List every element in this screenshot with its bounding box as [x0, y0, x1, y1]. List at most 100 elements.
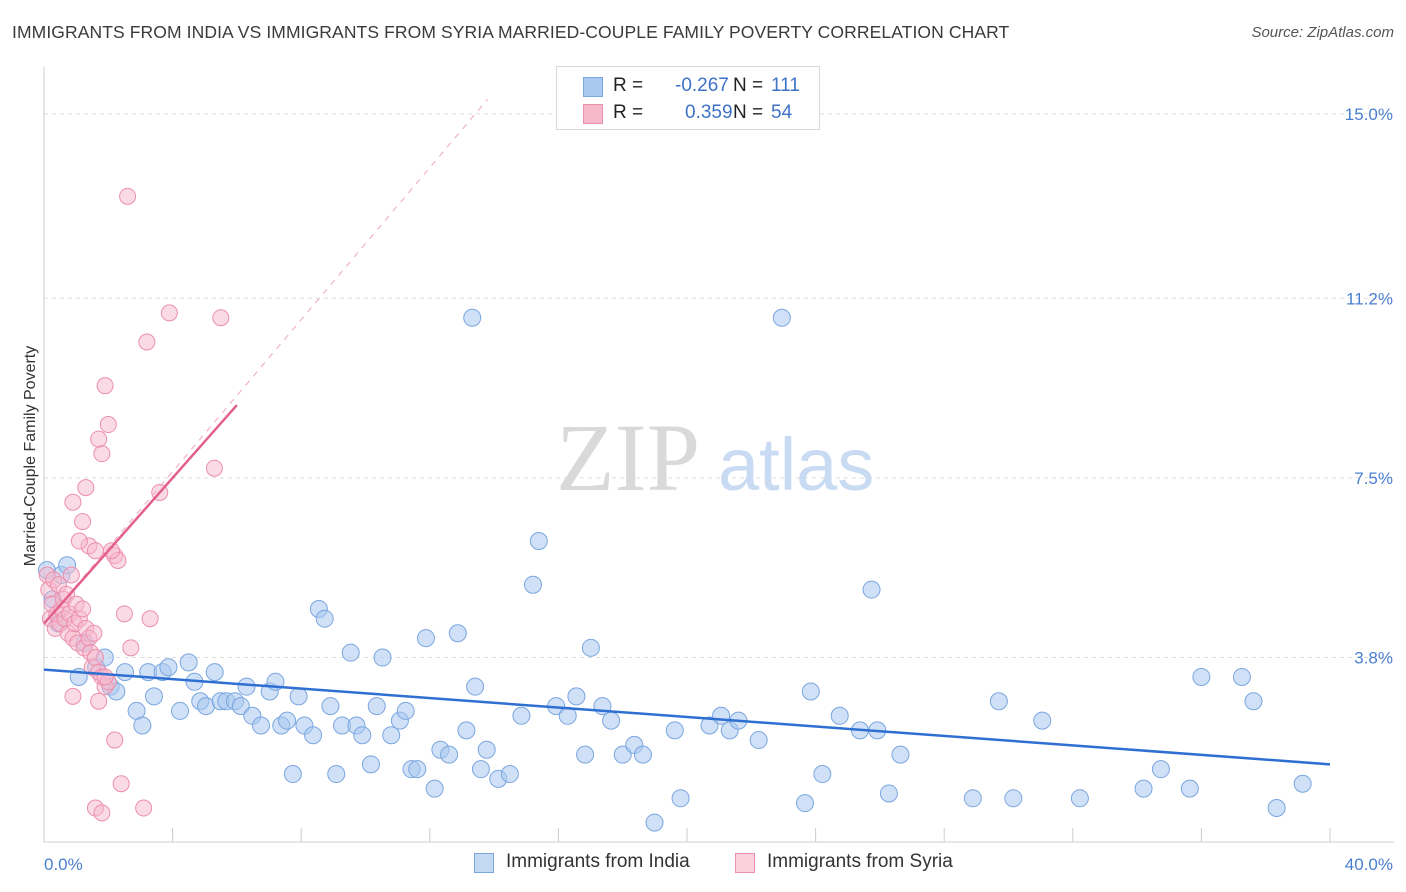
syria-r-label: R =: [613, 102, 644, 123]
india-point: [133, 716, 152, 735]
india-n-label: N =: [733, 75, 764, 96]
india-point: [231, 697, 250, 716]
india-point: [315, 609, 334, 628]
syria-point: [99, 416, 117, 434]
axes: [43, 67, 1394, 843]
india-point: [396, 701, 415, 720]
india-point: [283, 765, 302, 784]
india-point: [963, 789, 982, 808]
syria-n-value: 54: [771, 102, 793, 123]
bottom-india-label: Immigrants from India: [506, 851, 690, 872]
india-r-label: R =: [613, 75, 644, 96]
india-point: [1180, 779, 1199, 798]
syria-n-label: N =: [733, 102, 764, 123]
syria-point: [212, 309, 230, 327]
india-point: [1033, 711, 1052, 730]
india-point: [1267, 799, 1286, 818]
y-tick-label: 7.5%: [1354, 469, 1393, 488]
india-point: [327, 765, 346, 784]
india-point: [466, 677, 485, 696]
syria-point: [86, 649, 104, 667]
syria-point: [160, 304, 178, 322]
india-point: [440, 745, 459, 764]
chart-title: IMMIGRANTS FROM INDIA VS IMMIGRANTS FROM…: [12, 22, 1010, 42]
syria-points: [38, 187, 230, 822]
syria-point: [205, 459, 223, 477]
correlation-legend: R = -0.267 N = 111 R = 0.359 N = 54: [556, 66, 820, 130]
india-point: [341, 643, 360, 662]
syria-point: [115, 605, 133, 623]
x-tick-labels: 0.0% 40.0%: [44, 855, 1393, 874]
x-tick-label-min: 0.0%: [44, 855, 83, 874]
watermark: ZIP atlas: [556, 404, 874, 511]
x-tick-label-max: 40.0%: [1345, 855, 1393, 874]
india-point: [795, 794, 814, 813]
india-point: [581, 638, 600, 657]
india-point: [278, 711, 297, 730]
india-point: [1192, 667, 1211, 686]
india-point: [576, 745, 595, 764]
india-point: [1070, 789, 1089, 808]
syria-swatch: [583, 104, 603, 124]
india-point: [671, 789, 690, 808]
india-point: [304, 726, 323, 745]
india-point: [772, 308, 791, 327]
india-point: [645, 813, 664, 832]
y-tick-label: 11.2%: [1346, 289, 1393, 308]
y-tick-label: 3.8%: [1354, 649, 1393, 668]
india-point: [633, 745, 652, 764]
syria-point: [90, 692, 108, 710]
india-point: [170, 701, 189, 720]
syria-point: [119, 187, 137, 205]
india-n-value: 111: [771, 75, 800, 96]
india-point: [416, 629, 435, 648]
india-point: [801, 682, 820, 701]
india-point: [891, 745, 910, 764]
india-point: [367, 697, 386, 716]
syria-point: [85, 624, 103, 642]
india-point: [500, 765, 519, 784]
source-label: Source: ZipAtlas.com: [1251, 24, 1394, 41]
india-point: [237, 677, 256, 696]
syria-point: [112, 775, 130, 793]
syria-point: [77, 479, 95, 497]
india-point: [477, 740, 496, 759]
india-point: [862, 580, 881, 599]
syria-point: [90, 430, 108, 448]
india-point: [567, 687, 586, 706]
india-point: [1151, 760, 1170, 779]
gridlines: [44, 113, 1394, 659]
india-point: [613, 745, 632, 764]
syria-point: [96, 668, 114, 686]
syria-point: [135, 799, 153, 817]
india-point: [665, 721, 684, 740]
india-point: [712, 706, 731, 725]
syria-point: [96, 377, 114, 395]
india-point: [382, 726, 401, 745]
india-trend-line: [43, 668, 1331, 766]
syria-point: [74, 600, 92, 618]
india-point: [159, 658, 178, 677]
syria-trend-extension: [43, 98, 489, 624]
india-point: [1134, 779, 1153, 798]
syria-r-value: 0.359: [685, 102, 733, 123]
y-tick-labels: 3.8% 7.5% 11.2% 15.0%: [1345, 105, 1393, 668]
india-point: [1293, 774, 1312, 793]
india-point: [813, 765, 832, 784]
india-point: [289, 687, 308, 706]
india-point: [512, 706, 531, 725]
india-point: [529, 532, 548, 551]
y-tick-label: 15.0%: [1345, 105, 1393, 124]
india-point: [179, 653, 198, 672]
india-point: [1232, 667, 1251, 686]
india-point: [879, 784, 898, 803]
india-points: [37, 308, 1312, 832]
syria-point: [70, 532, 88, 550]
syria-point: [138, 333, 156, 351]
india-point: [830, 706, 849, 725]
india-point: [252, 716, 271, 735]
india-point: [361, 755, 380, 774]
watermark-zip: ZIP: [556, 404, 700, 511]
india-r-value: -0.267: [675, 75, 729, 96]
